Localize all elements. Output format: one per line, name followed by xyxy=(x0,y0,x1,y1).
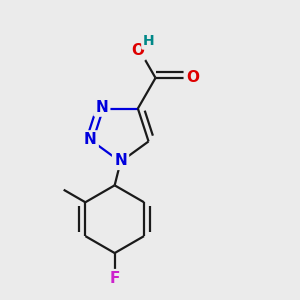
Text: F: F xyxy=(110,271,120,286)
Text: N: N xyxy=(84,133,97,148)
Text: N: N xyxy=(95,100,108,115)
Text: O: O xyxy=(186,70,199,86)
Text: N: N xyxy=(114,153,127,168)
Text: H: H xyxy=(143,34,155,48)
Text: O: O xyxy=(131,44,144,59)
